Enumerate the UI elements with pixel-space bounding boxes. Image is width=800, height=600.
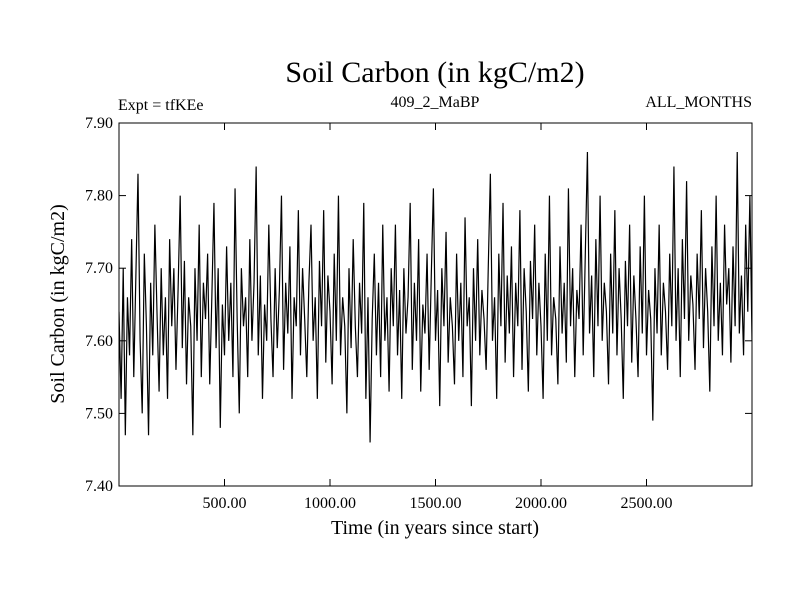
y-tick-label: 7.40 — [85, 478, 113, 495]
x-axis-ticks: 500.00 1000.00 1500.00 2000.00 2500.00 — [203, 123, 673, 512]
x-tick-label: 1000.00 — [304, 495, 356, 512]
period-label: 409_2_MaBP — [391, 94, 480, 111]
x-tick-label: 2000.00 — [515, 495, 567, 512]
y-tick-label: 7.90 — [85, 115, 113, 132]
x-tick-label: 1500.00 — [410, 495, 462, 512]
y-tick-label: 7.80 — [85, 188, 113, 205]
x-tick-label: 2500.00 — [621, 495, 673, 512]
y-tick-label: 7.70 — [85, 260, 113, 277]
y-axis-label: Soil Carbon (in kgC/m2) — [47, 204, 69, 403]
x-tick-label: 500.00 — [203, 495, 247, 512]
plot-frame — [118, 122, 753, 487]
chart-title: Soil Carbon (in kgC/m2) — [285, 56, 584, 89]
y-tick-label: 7.60 — [85, 333, 113, 350]
y-tick-label: 7.50 — [85, 405, 113, 422]
experiment-label: Expt = tfKEe — [118, 97, 203, 114]
soil-carbon-series-line — [119, 152, 752, 443]
months-label: ALL_MONTHS — [645, 94, 752, 111]
x-axis-label: Time (in years since start) — [331, 517, 539, 539]
